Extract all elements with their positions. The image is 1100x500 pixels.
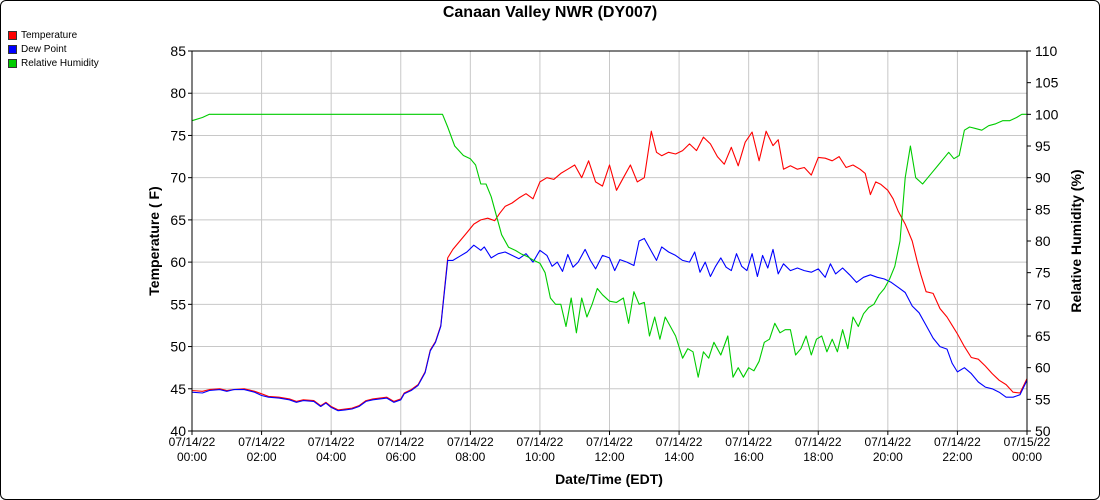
y-tick-label: 60 <box>170 254 186 270</box>
y-tick-label: 85 <box>170 43 186 59</box>
y2-tick-label: 70 <box>1035 296 1051 312</box>
x-tick-date: 07/14/22 <box>725 435 772 449</box>
legend-item-temperature: Temperature <box>8 28 99 42</box>
x-tick-date: 07/14/22 <box>447 435 494 449</box>
y-axis-left: 40 45 50 55 60 65 70 75 80 85 <box>170 43 192 439</box>
legend-item-relative-humidity: Relative Humidity <box>8 56 99 70</box>
x-tick-time: 16:00 <box>734 450 764 464</box>
x-tick-date: 07/14/22 <box>517 435 564 449</box>
x-axis: 07/14/2200:0007/14/2202:0007/14/2204:000… <box>169 431 1051 464</box>
y2-tick-label: 75 <box>1035 265 1051 281</box>
legend-swatch-temperature <box>8 30 17 40</box>
y2-tick-label: 55 <box>1035 391 1051 407</box>
x-tick-date: 07/14/22 <box>795 435 842 449</box>
y-tick-label: 55 <box>170 296 186 312</box>
y2-tick-label: 80 <box>1035 233 1051 249</box>
x-tick-date: 07/14/22 <box>308 435 355 449</box>
y2-tick-label: 95 <box>1035 138 1051 154</box>
legend-swatch-relative-humidity <box>8 58 17 68</box>
series-layer <box>191 113 1028 412</box>
y-tick-label: 50 <box>170 339 186 355</box>
y2-axis-label: Relative Humidity (%) <box>1068 169 1084 312</box>
x-tick-date: 07/14/22 <box>864 435 911 449</box>
y2-tick-label: 105 <box>1035 75 1059 91</box>
chart-title: Canaan Valley NWR (DY007) <box>442 4 658 21</box>
y2-tick-label: 60 <box>1035 360 1051 376</box>
legend-label-relative-humidity: Relative Humidity <box>21 57 99 69</box>
x-tick-time: 18:00 <box>803 450 833 464</box>
x-tick-time: 00:00 <box>1012 450 1042 464</box>
x-tick-time: 22:00 <box>942 450 972 464</box>
x-tick-time: 14:00 <box>664 450 694 464</box>
grid-lines <box>191 50 1028 432</box>
y-tick-label: 70 <box>170 170 186 186</box>
x-tick-time: 08:00 <box>455 450 485 464</box>
x-tick-date: 07/14/22 <box>934 435 981 449</box>
y-tick-label: 65 <box>170 212 186 228</box>
x-tick-time: 10:00 <box>525 450 555 464</box>
series-line-relative-humidity <box>191 113 1027 378</box>
y-axis-right: 50 55 60 65 70 75 80 85 90 95 100 105 110 <box>1027 43 1059 439</box>
y-axis-label: Temperature ( F) <box>146 186 162 295</box>
x-axis-label: Date/Time (EDT) <box>555 471 663 487</box>
y2-tick-label: 100 <box>1035 106 1059 122</box>
x-tick-date: 07/14/22 <box>656 435 703 449</box>
legend-item-dew-point: Dew Point <box>8 42 99 56</box>
x-tick-date: 07/14/22 <box>169 435 216 449</box>
y2-tick-label: 90 <box>1035 170 1051 186</box>
x-tick-time: 02:00 <box>247 450 277 464</box>
y-tick-label: 40 <box>170 423 186 439</box>
y-tick-label: 75 <box>170 127 186 143</box>
legend-swatch-dew-point <box>8 44 17 54</box>
series-line-dew-point <box>191 237 1028 412</box>
x-tick-date: 07/14/22 <box>377 435 424 449</box>
y-tick-label: 80 <box>170 85 186 101</box>
x-tick-time: 04:00 <box>316 450 346 464</box>
y2-tick-label: 85 <box>1035 201 1051 217</box>
legend-label-temperature: Temperature <box>21 29 78 41</box>
legend: Temperature Dew Point Relative Humidity <box>8 28 99 70</box>
y2-tick-label: 65 <box>1035 328 1051 344</box>
y-tick-label: 45 <box>170 381 186 397</box>
series-line-temperature <box>191 130 1028 411</box>
legend-label-dew-point: Dew Point <box>21 43 67 55</box>
x-tick-date: 07/14/22 <box>238 435 285 449</box>
x-tick-time: 00:00 <box>177 450 207 464</box>
y2-tick-label: 110 <box>1035 43 1058 59</box>
x-tick-time: 12:00 <box>594 450 624 464</box>
x-tick-date: 07/14/22 <box>586 435 633 449</box>
y2-tick-label: 50 <box>1035 423 1051 439</box>
x-tick-date: 07/15/22 <box>1004 435 1051 449</box>
x-tick-time: 06:00 <box>386 450 416 464</box>
x-tick-time: 20:00 <box>873 450 903 464</box>
